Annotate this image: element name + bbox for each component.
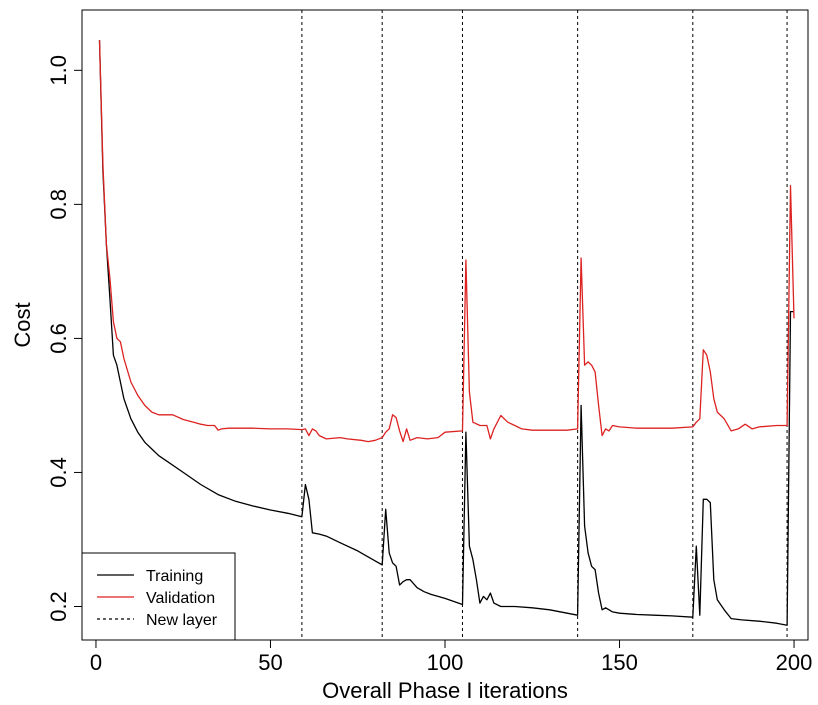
x-tick-label: 100 <box>427 650 464 675</box>
legend-label: Training <box>146 568 203 585</box>
y-tick-label: 0.8 <box>46 189 71 220</box>
legend-label: Validation <box>146 590 215 607</box>
plot-frame <box>81 9 809 641</box>
y-tick-label: 0.4 <box>46 457 71 488</box>
y-tick-label: 1.0 <box>46 55 71 86</box>
x-tick-label: 50 <box>258 650 282 675</box>
y-axis: 0.2 0.4 0.6 0.8 1.0 <box>46 55 82 622</box>
x-tick-label: 0 <box>90 650 102 675</box>
series-line-validation <box>98 40 795 443</box>
y-tick-label: 0.2 <box>46 591 71 622</box>
series-lines <box>98 40 795 626</box>
x-axis: 0 50 100 150 200 <box>90 640 813 675</box>
legend: Training Validation New layer <box>81 552 236 641</box>
legend-label: New layer <box>146 612 218 629</box>
series-line-training <box>98 40 794 626</box>
x-tick-label: 200 <box>776 650 813 675</box>
y-tick-label: 0.6 <box>46 323 71 354</box>
x-axis-title: Overall Phase I iterations <box>322 678 568 703</box>
new-layer-lines <box>301 10 788 640</box>
x-tick-label: 150 <box>601 650 638 675</box>
y-axis-title: Cost <box>10 302 35 347</box>
